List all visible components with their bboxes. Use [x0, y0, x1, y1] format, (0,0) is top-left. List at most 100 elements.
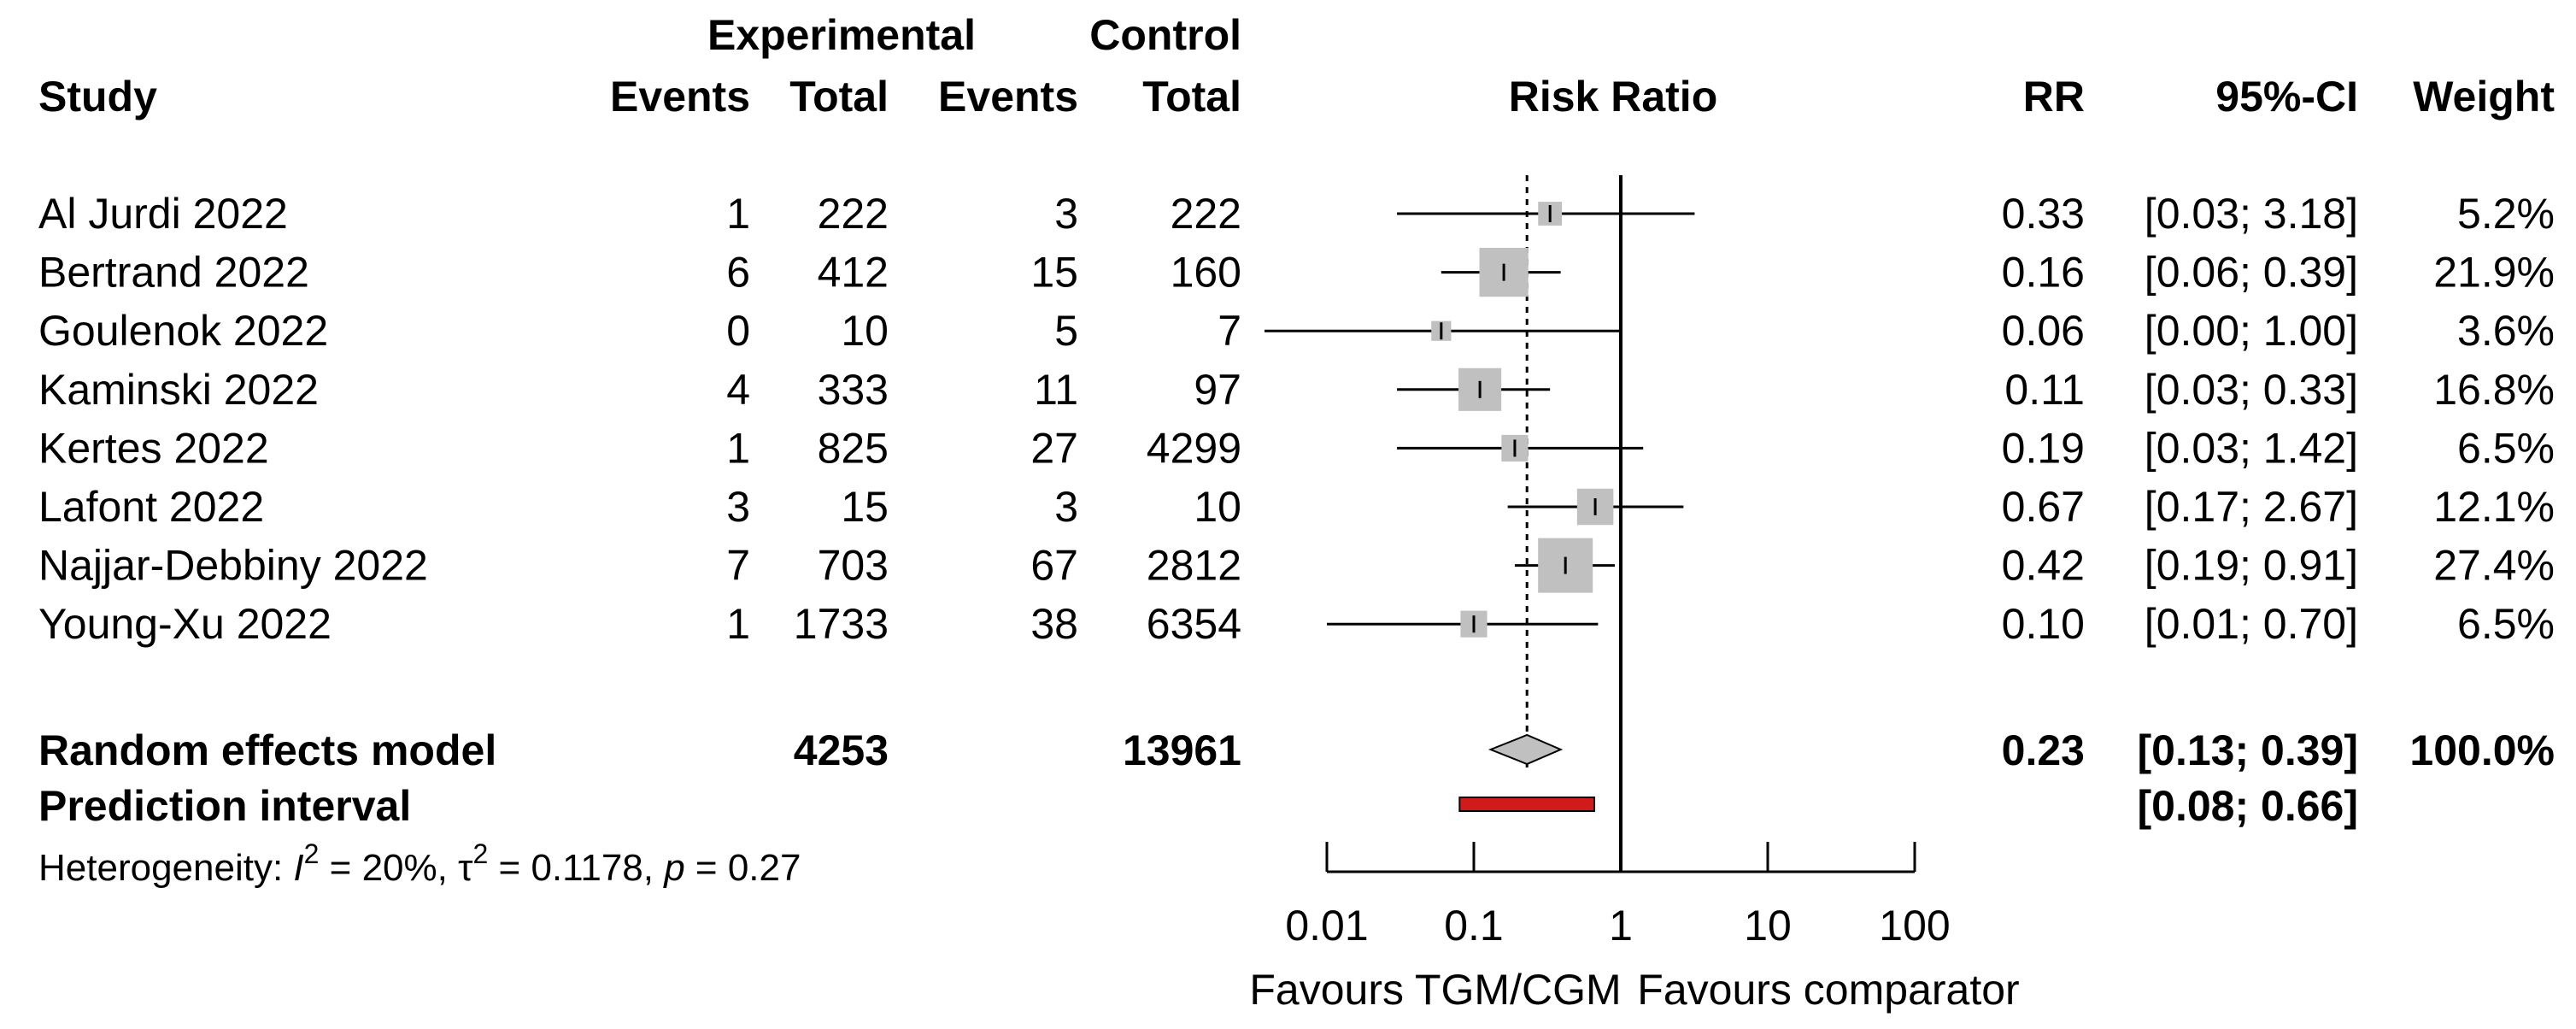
study-name: Bertrand 2022: [38, 249, 309, 297]
header-exp-events: Events: [610, 73, 750, 121]
header-control: Control: [1089, 11, 1241, 59]
rr-value: 0.06: [2002, 307, 2085, 355]
exp-events: 1: [726, 600, 750, 648]
pooled-label: Random effects model: [38, 726, 496, 774]
ctl-total: 222: [1171, 190, 1241, 238]
weight-value: 12.1%: [2433, 483, 2555, 531]
study-row: Young-Xu 2022 1 1733 38 6354 0.10 [0.01; 0.70]…: [38, 600, 2555, 648]
study-row: Kaminski 2022 4 333 11 97 0.11 [0.03; 0.33] 16.…: [38, 366, 2555, 414]
exp-total: 10: [841, 307, 889, 355]
ci-value: [0.19; 0.91]: [2145, 542, 2358, 590]
x-tick-label: 10: [1744, 902, 1792, 950]
ctl-events: 38: [1030, 600, 1078, 648]
study-rows: Al Jurdi 2022 1 222 3 222 0.33 [0.03; 3.18] 5.2…: [38, 190, 2555, 648]
ctl-total: 7: [1218, 307, 1241, 355]
exp-total: 15: [841, 483, 889, 531]
study-row: Goulenok 2022 0 10 5 7 0.06 [0.00; 1.00] 3.6%: [38, 307, 2555, 355]
rr-value: 0.33: [2002, 190, 2085, 238]
pooled-rr: 0.23: [2002, 726, 2085, 774]
exp-events: 0: [726, 307, 750, 355]
ci-value: [0.17; 2.67]: [2145, 483, 2358, 531]
rr-value: 0.16: [2002, 249, 2085, 297]
plot-area: 0.01 0.1 1 10 100: [1265, 175, 1951, 950]
exp-events: 3: [726, 483, 750, 531]
header-study: Study: [38, 73, 157, 121]
exp-total: 222: [818, 190, 889, 238]
weight-value: 3.6%: [2457, 307, 2555, 355]
ctl-events: 27: [1030, 424, 1078, 472]
x-axis: 0.01 0.1 1 10 100: [1285, 842, 1951, 950]
weight-value: 6.5%: [2457, 600, 2555, 648]
exp-events: 6: [726, 249, 750, 297]
pooled-row: Random effects model 4253 13961 0.23 [0.…: [38, 726, 2555, 774]
ctl-events: 11: [1034, 366, 1078, 414]
study-row: Bertrand 2022 6 412 15 160 0.16 [0.06; 0.39] 21…: [38, 249, 2555, 297]
ci-value: [0.03; 1.42]: [2145, 424, 2358, 472]
weight-value: 5.2%: [2457, 190, 2555, 238]
weight-value: 27.4%: [2433, 542, 2555, 590]
study-name: Kaminski 2022: [38, 366, 319, 414]
prediction-row: Prediction interval [0.08; 0.66]: [38, 782, 2358, 830]
favours-left-label: Favours TGM/CGM: [1249, 966, 1621, 1014]
x-tick-label: 1: [1609, 902, 1633, 950]
heterogeneity-text: Heterogeneity: I2 = 20%, τ2 = 0.1178, p …: [38, 838, 801, 889]
header-ctl-total: Total: [1142, 73, 1241, 121]
exp-events: 1: [726, 190, 750, 238]
study-row: Najjar-Debbiny 2022 7 703 67 2812 0.42 [0.19; …: [38, 542, 2555, 590]
x-tick-label: 0.1: [1444, 902, 1504, 950]
study-name: Lafont 2022: [38, 483, 264, 531]
rr-value: 0.42: [2002, 542, 2085, 590]
prediction-ci: [0.08; 0.66]: [2138, 782, 2358, 830]
header-weight: Weight: [2413, 73, 2555, 121]
prediction-label: Prediction interval: [38, 782, 411, 830]
ctl-events: 5: [1054, 307, 1078, 355]
header-ctl-events: Events: [938, 73, 1078, 121]
ci-value: [0.03; 3.18]: [2145, 190, 2358, 238]
column-headers: Experimental Control Study Events Total …: [38, 11, 2555, 121]
weight-value: 6.5%: [2457, 424, 2555, 472]
pooled-weight: 100.0%: [2409, 726, 2555, 774]
exp-total: 333: [818, 366, 889, 414]
header-exp-total: Total: [789, 73, 889, 121]
ci-value: [0.01; 0.70]: [2145, 600, 2358, 648]
study-row: Lafont 2022 3 15 3 10 0.67 [0.17; 2.67] 12.1%: [38, 483, 2555, 531]
study-row: Al Jurdi 2022 1 222 3 222 0.33 [0.03; 3.18] 5.2…: [38, 190, 2555, 238]
study-row: Kertes 2022 1 825 27 4299 0.19 [0.03; 1.42] 6.5…: [38, 424, 2555, 472]
rr-value: 0.67: [2002, 483, 2085, 531]
pooled-ctl-total: 13961: [1123, 726, 1241, 774]
ctl-total: 10: [1194, 483, 1241, 531]
header-experimental: Experimental: [707, 11, 976, 59]
exp-total: 703: [818, 542, 889, 590]
favours-right-label: Favours comparator: [1637, 966, 2019, 1014]
ctl-events: 3: [1054, 483, 1078, 531]
ctl-total: 97: [1194, 366, 1241, 414]
exp-events: 4: [726, 366, 750, 414]
x-tick-label: 0.01: [1285, 902, 1368, 950]
pooled-ci: [0.13; 0.39]: [2138, 726, 2358, 774]
ctl-total: 4299: [1147, 424, 1241, 472]
exp-events: 1: [726, 424, 750, 472]
study-name: Kertes 2022: [38, 424, 269, 472]
pooled-diamond: [1488, 733, 1564, 766]
ci-value: [0.00; 1.00]: [2145, 307, 2358, 355]
header-risk-ratio: Risk Ratio: [1509, 73, 1718, 121]
header-rr: RR: [2023, 73, 2085, 121]
ctl-total: 6354: [1147, 600, 1241, 648]
study-name: Young-Xu 2022: [38, 600, 332, 648]
rr-value: 0.10: [2002, 600, 2085, 648]
ci-value: [0.03; 0.33]: [2145, 366, 2358, 414]
prediction-interval-bar: [1458, 797, 1595, 812]
header-ci: 95%-CI: [2215, 73, 2358, 121]
study-name: Najjar-Debbiny 2022: [38, 542, 428, 590]
ctl-total: 160: [1171, 249, 1241, 297]
rr-value: 0.11: [2004, 366, 2085, 414]
rr-value: 0.19: [2002, 424, 2085, 472]
weight-value: 16.8%: [2433, 366, 2555, 414]
exp-total: 825: [818, 424, 889, 472]
ci-value: [0.06; 0.39]: [2145, 249, 2358, 297]
weight-value: 21.9%: [2433, 249, 2555, 297]
study-name: Goulenok 2022: [38, 307, 328, 355]
exp-events: 7: [726, 542, 750, 590]
pooled-exp-total: 4253: [794, 726, 889, 774]
